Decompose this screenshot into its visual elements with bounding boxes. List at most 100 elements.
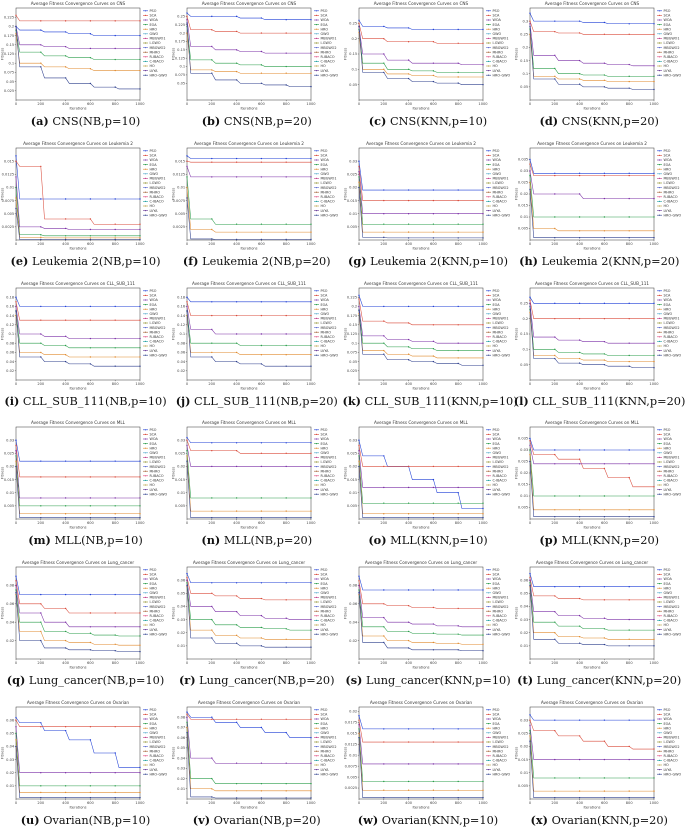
y-tick-label: 0.06 <box>520 579 529 583</box>
series-point-hro <box>457 356 459 359</box>
series-point-eoa <box>186 721 188 724</box>
legend-marker <box>316 583 318 585</box>
series-point-sca <box>578 174 581 177</box>
legend-marker <box>487 24 489 26</box>
series-point-sca <box>481 199 484 202</box>
legend-entry: R-IBACO <box>492 195 506 199</box>
series-line-sca <box>187 713 312 720</box>
legend-marker <box>658 294 660 296</box>
series-point-sca <box>186 713 188 715</box>
series-point-pso <box>114 34 116 37</box>
series-point-hro <box>89 791 92 794</box>
series-point-pso <box>481 508 484 510</box>
series-point-hro-gwo <box>357 25 360 28</box>
series-line-pso <box>529 296 654 304</box>
x-tick-label: 400 <box>62 242 70 246</box>
series-point-pso <box>139 594 141 596</box>
series-point-sca <box>603 468 605 470</box>
legend-marker <box>144 447 147 450</box>
series-point-sca <box>529 440 531 442</box>
series-point-woa <box>186 716 188 718</box>
legend-marker <box>316 470 318 473</box>
legend-marker <box>487 354 489 356</box>
legend-entry: I-GWO <box>663 321 674 325</box>
x-tick-label: 200 <box>209 521 217 525</box>
legend-marker <box>316 344 318 347</box>
caption-text: Lung_cancer(KNN,p=10) <box>362 674 511 688</box>
series-point-pso <box>236 300 238 303</box>
x-tick-label: 200 <box>380 102 388 106</box>
legend-entry: R-IBACO <box>150 474 164 478</box>
legend-entry: HO <box>492 484 498 488</box>
series-line-woa <box>186 445 312 468</box>
series-point-sca <box>553 729 556 732</box>
x-axis-label: Iterations <box>69 386 86 390</box>
legend-marker <box>144 732 147 734</box>
y-tick-label: 0.25 <box>177 15 185 19</box>
series-point-woa <box>481 212 484 215</box>
series-line-pso <box>187 437 312 444</box>
y-tick-label: 0.02 <box>349 639 357 643</box>
x-axis-label: Iterations <box>412 526 429 530</box>
series-point-woa <box>40 332 42 335</box>
series-point-sca <box>15 719 17 721</box>
x-tick-label: 200 <box>551 242 559 246</box>
x-tick-label: 200 <box>380 242 388 246</box>
legend-entry: C-IBACO <box>321 199 336 203</box>
legend-entry: HRO <box>150 587 158 591</box>
panel-caption: (i) CLL_SUB_111(NB,p=10) <box>0 394 171 408</box>
series-point-eoa <box>285 497 288 500</box>
chart-title: Average Fitness Convergence Curves on Ov… <box>369 700 472 705</box>
series-point-sca <box>357 719 360 721</box>
series-point-hro-gwo <box>89 796 92 799</box>
chart-svg-h: Average Fitness Convergence Curves on Le… <box>514 141 681 251</box>
series-line-sca <box>15 720 140 727</box>
legend-marker <box>487 33 489 35</box>
legend-marker <box>487 163 489 165</box>
y-tick-label: 0.05 <box>177 592 185 596</box>
legend-marker <box>658 47 660 49</box>
series-point-eoa <box>260 64 263 66</box>
x-axis-label: Iterations <box>583 107 600 111</box>
legend-entry: HO <box>663 204 669 208</box>
chart-title: Average Fitness Convergence Curves on CN… <box>202 1 297 6</box>
series-point-woa <box>407 621 409 624</box>
series-point-hro <box>407 513 409 515</box>
series-point-hro <box>481 231 484 233</box>
series-point-hro-gwo <box>114 365 116 367</box>
series-point-pso <box>139 766 141 769</box>
series-point-eoa <box>310 65 312 68</box>
series-line-woa <box>186 580 312 621</box>
series-point-hro <box>603 790 605 792</box>
legend-entry: MHRO <box>321 190 332 194</box>
series-point-eoa <box>357 455 360 458</box>
y-axis-label: Fitness <box>172 48 176 61</box>
legend-entry: WOA <box>321 577 330 581</box>
legend-entry: HO <box>150 64 156 68</box>
series-line-hro <box>529 586 654 640</box>
series-point-woa <box>628 619 630 621</box>
legend-marker <box>144 195 147 198</box>
series-point-woa <box>653 65 655 67</box>
x-tick-label: 800 <box>112 801 120 805</box>
series-line-eoa <box>15 733 140 787</box>
series-line-eoa <box>358 728 483 782</box>
x-axis-label: Iterations <box>69 107 86 111</box>
plot-frame <box>529 566 654 660</box>
legend-marker <box>487 294 489 296</box>
y-tick-label: 0.005 <box>4 212 14 216</box>
series-point-woa <box>211 757 213 759</box>
series-point-hro <box>260 510 263 513</box>
legend-entry: LVYA <box>663 348 672 352</box>
series-point-woa <box>357 305 360 307</box>
legend-entry: C-IBACO <box>321 759 336 763</box>
panel-caption: (a) CNS(NB,p=10) <box>0 114 171 128</box>
legend-entry: MHRO <box>492 749 503 753</box>
series-point-hro-gwo <box>432 360 434 362</box>
legend-marker <box>487 596 489 599</box>
y-tick-label: 0.02 <box>520 745 528 749</box>
series-line-sca <box>529 720 654 750</box>
legend-marker <box>487 578 489 580</box>
series-point-pso <box>382 589 384 591</box>
legend-entry: R-IBACO <box>321 754 335 758</box>
